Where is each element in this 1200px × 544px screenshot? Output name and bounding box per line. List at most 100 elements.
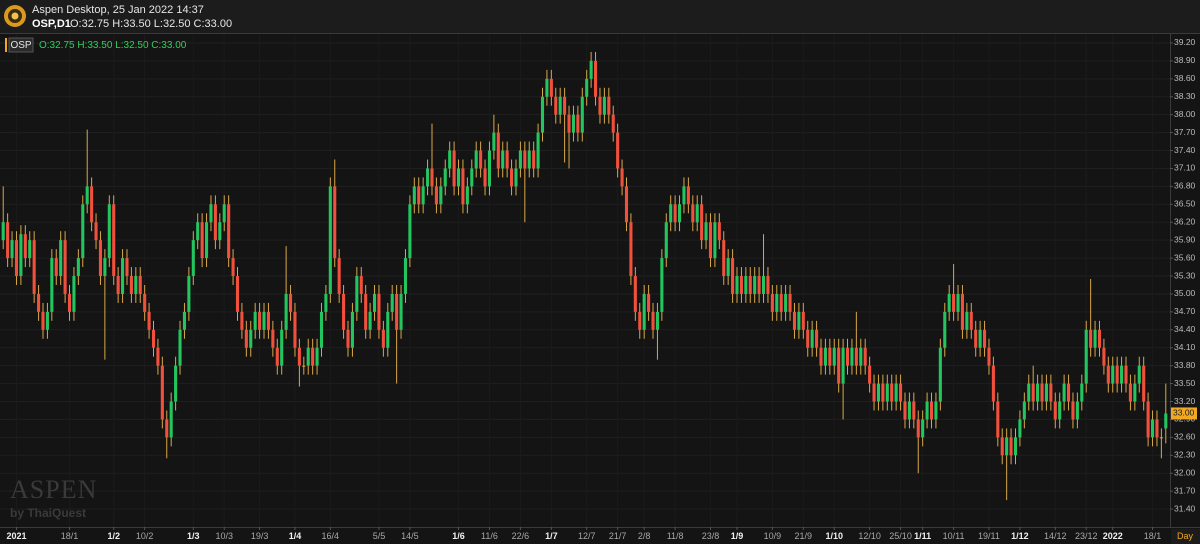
candle-body <box>479 150 483 169</box>
candle-body <box>823 347 827 366</box>
candle-body <box>72 276 76 312</box>
candle-body <box>655 311 659 330</box>
y-tick-label: 39.20 <box>1174 37 1196 47</box>
candle-body <box>386 311 390 348</box>
x-tick-label: 1/11 <box>914 531 931 541</box>
candle-body <box>956 293 960 312</box>
header-bar <box>0 0 1200 33</box>
candle-body <box>960 293 964 330</box>
candle-body <box>448 150 452 169</box>
candles <box>1 51 1168 501</box>
candle-body <box>1124 365 1128 384</box>
candle-body <box>218 222 222 241</box>
candle-body <box>443 168 447 187</box>
x-tick-label: 22/6 <box>512 531 530 541</box>
candle-body <box>381 329 385 348</box>
candle-body <box>899 383 903 402</box>
candle-body <box>602 96 606 115</box>
candle-body <box>1089 329 1093 348</box>
candle-body <box>1066 383 1071 402</box>
candle-body <box>527 150 531 169</box>
x-tick-label: 19/3 <box>251 531 269 541</box>
candle-body <box>620 168 624 187</box>
candle-body <box>1080 383 1084 402</box>
candle-body <box>903 401 907 420</box>
y-tick-label: 33.20 <box>1174 396 1196 406</box>
x-tick-label: 12/7 <box>578 531 596 541</box>
candle-body <box>726 258 730 277</box>
candle-body <box>213 204 217 241</box>
x-tick-label: 11/8 <box>667 531 684 541</box>
y-tick-label: 34.10 <box>1174 342 1196 352</box>
y-tick-label: 38.30 <box>1174 91 1196 101</box>
candle-body <box>629 222 633 277</box>
candle-body <box>766 276 770 294</box>
x-tick-label: 18/1 <box>1144 531 1162 541</box>
candle-body <box>41 311 45 330</box>
header-ohlc: O:32.75 H:33.50 L:32.50 C:33.00 <box>70 18 232 30</box>
candle-body <box>713 222 717 259</box>
candle-body <box>757 276 761 294</box>
candle-body <box>1142 365 1146 402</box>
candle-body <box>346 329 350 348</box>
candle-body <box>121 258 125 294</box>
candle-body <box>240 311 244 330</box>
candle-body <box>23 234 27 259</box>
candle-body <box>165 419 169 438</box>
candle-body <box>14 240 19 277</box>
y-tick-label: 36.20 <box>1174 216 1196 226</box>
candle-body <box>673 204 677 223</box>
candle-body <box>262 311 266 330</box>
candle-body <box>704 222 708 241</box>
candle-body <box>178 329 182 366</box>
candle-body <box>894 383 898 402</box>
candle-body <box>739 276 743 294</box>
candle-body <box>439 186 443 205</box>
x-tick-label: 23/8 <box>702 531 720 541</box>
candle-body <box>585 78 589 97</box>
x-tick-label: 1/4 <box>289 531 302 541</box>
candle-body <box>1071 401 1075 420</box>
candle-body <box>200 222 204 259</box>
candle-body <box>722 240 726 277</box>
candle-body <box>1009 437 1013 456</box>
candle-body <box>916 419 920 438</box>
candle-body <box>227 204 231 259</box>
legend-accent <box>5 38 7 52</box>
candle-body <box>408 204 412 259</box>
candle-body <box>487 150 492 187</box>
watermark-byline: by ThaiQuest <box>10 506 86 520</box>
candle-body <box>991 365 995 402</box>
candle-body <box>1111 365 1115 384</box>
candle-body <box>496 132 500 169</box>
candle-body <box>364 293 368 330</box>
x-tick-label: 11/6 <box>481 531 498 541</box>
candle-body <box>890 383 894 402</box>
candle-body <box>151 329 156 348</box>
x-tick-label: 1/10 <box>825 531 843 541</box>
grid <box>0 34 1170 527</box>
candle-body <box>1075 401 1079 420</box>
x-tick-label: 23/12 <box>1075 531 1098 541</box>
candle-body <box>302 365 306 367</box>
candle-body <box>868 365 872 384</box>
candle-body <box>607 96 611 115</box>
candle-body <box>1115 365 1119 384</box>
y-tick-label: 37.70 <box>1174 127 1196 137</box>
x-tick-label: 19/11 <box>978 531 1000 541</box>
candle-body <box>1013 437 1018 456</box>
candle-body <box>691 204 695 223</box>
legend-ohlc: O:32.75 H:33.50 L:32.50 C:33.00 <box>39 40 187 51</box>
candle-body <box>1062 383 1066 402</box>
candle-body <box>624 186 629 223</box>
y-tick-label: 32.60 <box>1174 432 1196 442</box>
candle-body <box>103 258 107 277</box>
candle-body <box>235 276 240 312</box>
candle-body <box>841 347 845 384</box>
candle-body <box>143 293 147 312</box>
candle-body <box>545 78 549 97</box>
candle-body <box>59 240 63 277</box>
candle-body <box>969 311 973 330</box>
candle-body <box>138 276 142 294</box>
candle-body <box>54 258 58 277</box>
